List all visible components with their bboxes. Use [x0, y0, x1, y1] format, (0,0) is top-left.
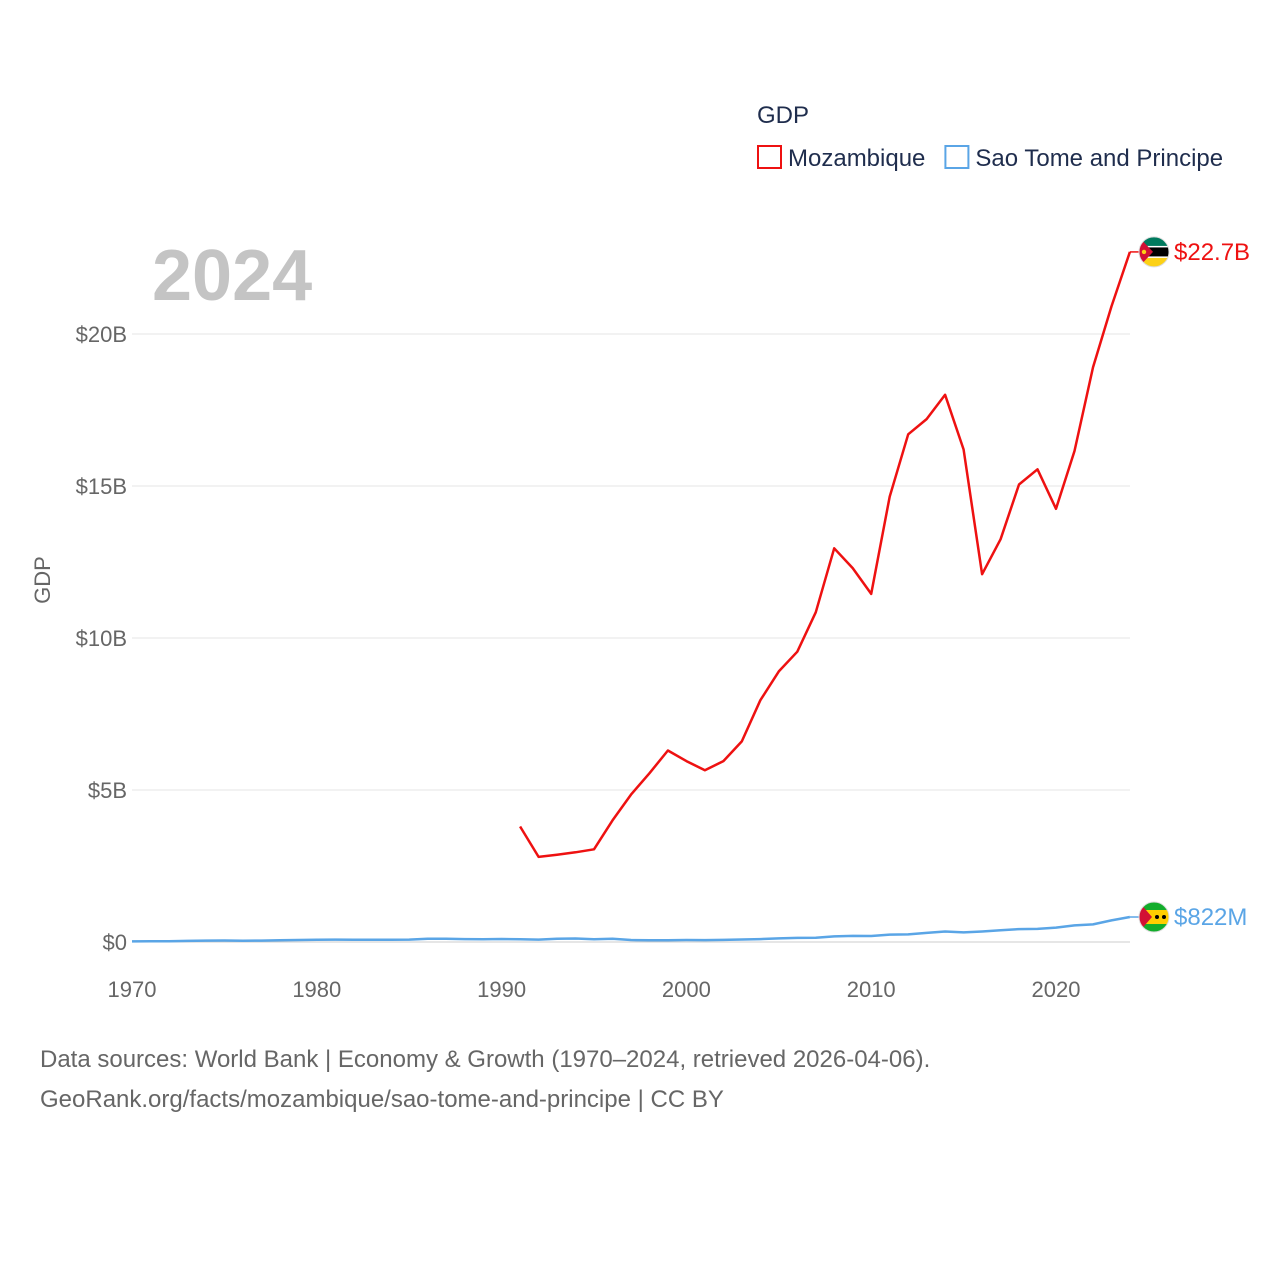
y-tick-label: $20B [76, 322, 127, 347]
sao-tome-and-principe-flag-icon [1138, 901, 1170, 933]
x-tick-label: 1990 [477, 977, 526, 1002]
grid-lines [132, 333, 1130, 943]
mozambique-flag-icon [1138, 236, 1170, 268]
legend-swatch [757, 145, 782, 169]
y-axis-ticks: $0 $5B $10B $15B $20B [76, 322, 127, 955]
gdp-line-chart: $0 $5B $10B $15B $20B 1970 1980 1990 2000 2010 20… [30, 102, 1250, 1002]
legend-swatch [944, 145, 970, 169]
legend-item-sao-tome-and-principe[interactable]: Sao Tome and Principe [944, 145, 1223, 172]
series-end-markers: $22.7B $822M [1129, 236, 1250, 933]
y-axis-title: GDP [30, 556, 55, 604]
x-tick-label: 2000 [662, 977, 711, 1002]
x-axis-ticks: 1970 1980 1990 2000 2010 2020 [108, 977, 1081, 1002]
legend-label: Mozambique [788, 145, 925, 172]
end-value-label: $22.7B [1174, 239, 1250, 266]
y-tick-label: $0 [103, 930, 127, 955]
footer-sources: Data sources: World Bank | Economy & Gro… [40, 1046, 931, 1073]
end-value-label: $822M [1174, 904, 1247, 931]
y-tick-label: $10B [76, 626, 127, 651]
year-label: 2024 [152, 236, 312, 316]
series-lines [131, 251, 1132, 943]
legend-title: GDP [757, 102, 809, 129]
legend-label: Sao Tome and Principe [975, 145, 1223, 172]
y-tick-label: $5B [88, 778, 127, 803]
series-line-mozambique [519, 251, 1132, 859]
x-tick-label: 1980 [292, 977, 341, 1002]
footer: Data sources: World Bank | Economy & Gro… [40, 1040, 1240, 1120]
series-line-sao-tome-and-principe [131, 915, 1131, 943]
x-tick-label: 2020 [1032, 977, 1081, 1002]
y-tick-label: $15B [76, 474, 127, 499]
footer-link[interactable]: GeoRank.org/facts/mozambique/sao-tome-an… [40, 1086, 724, 1113]
x-tick-label: 1970 [108, 977, 157, 1002]
legend: GDP Mozambique Sao Tome and Principe [757, 102, 1223, 172]
x-tick-label: 2010 [847, 977, 896, 1002]
legend-item-mozambique[interactable]: Mozambique [757, 145, 925, 172]
